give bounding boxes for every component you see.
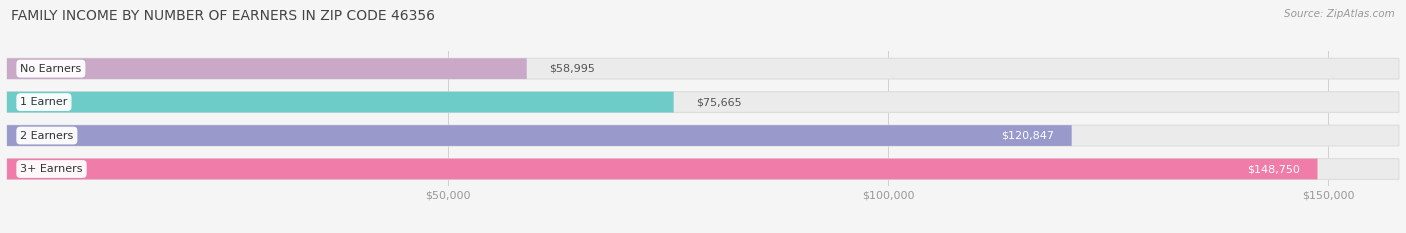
Text: $148,750: $148,750 (1247, 164, 1301, 174)
Text: 1 Earner: 1 Earner (20, 97, 67, 107)
Text: $120,847: $120,847 (1001, 130, 1054, 140)
FancyBboxPatch shape (7, 159, 1399, 179)
FancyBboxPatch shape (7, 92, 673, 113)
Text: No Earners: No Earners (20, 64, 82, 74)
FancyBboxPatch shape (7, 92, 1399, 113)
FancyBboxPatch shape (7, 58, 527, 79)
Text: FAMILY INCOME BY NUMBER OF EARNERS IN ZIP CODE 46356: FAMILY INCOME BY NUMBER OF EARNERS IN ZI… (11, 9, 436, 23)
Text: Source: ZipAtlas.com: Source: ZipAtlas.com (1284, 9, 1395, 19)
Text: $75,665: $75,665 (696, 97, 741, 107)
Text: 2 Earners: 2 Earners (20, 130, 73, 140)
FancyBboxPatch shape (7, 125, 1071, 146)
FancyBboxPatch shape (7, 159, 1317, 179)
FancyBboxPatch shape (7, 58, 1399, 79)
Text: $58,995: $58,995 (548, 64, 595, 74)
FancyBboxPatch shape (7, 125, 1399, 146)
Text: 3+ Earners: 3+ Earners (20, 164, 83, 174)
